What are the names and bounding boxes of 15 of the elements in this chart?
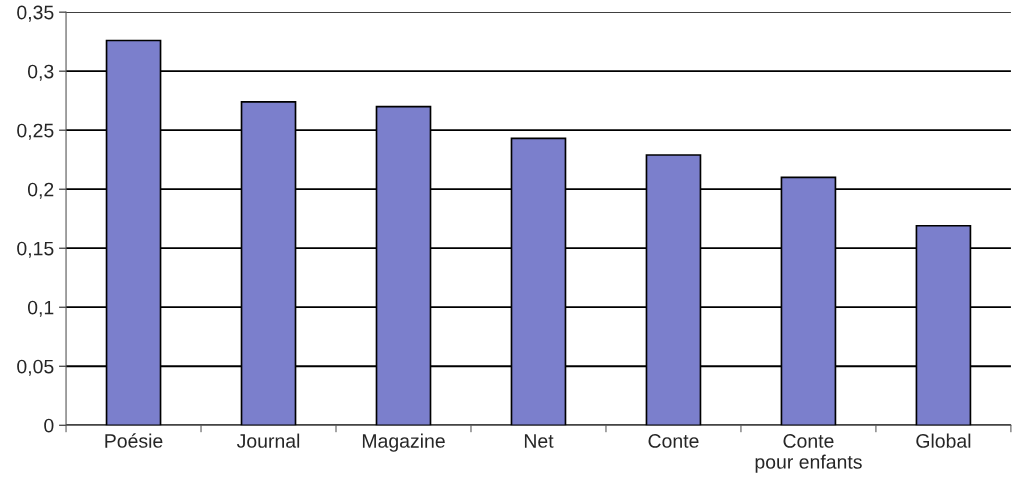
x-tick-label: Magazine bbox=[362, 433, 445, 452]
x-tick-label: Conte pour enfants bbox=[755, 434, 862, 473]
y-tick-label: 0,25 bbox=[17, 123, 54, 140]
x-tick-label: Conte bbox=[648, 434, 699, 448]
x-tick-label: Global bbox=[916, 433, 971, 448]
y-tick-label: 0,1 bbox=[27, 300, 54, 317]
x-tick-label: Poésie bbox=[105, 433, 163, 448]
y-tick-label: 0,2 bbox=[27, 182, 54, 199]
x-tick-label: Journal bbox=[236, 433, 300, 448]
y-tick-label: 0,3 bbox=[27, 64, 54, 81]
y-tick-label: 0,15 bbox=[17, 241, 54, 258]
x-tick-label: Net bbox=[524, 434, 554, 448]
y-tick-label: 0 bbox=[44, 418, 54, 433]
y-tick-label: 0,05 bbox=[17, 359, 54, 376]
y-tick-label: 0,35 bbox=[17, 5, 54, 22]
